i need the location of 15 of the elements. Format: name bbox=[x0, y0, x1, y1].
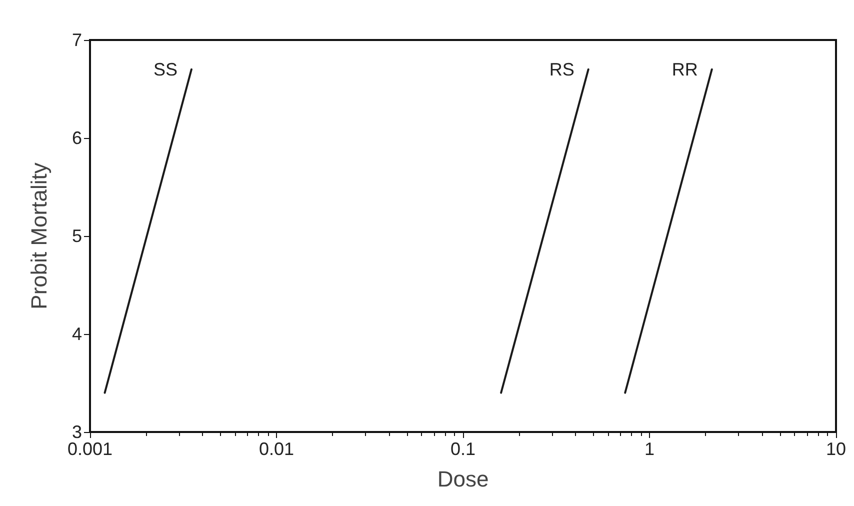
x-tick-label: 0.01 bbox=[258, 439, 294, 459]
y-tick-label: 7 bbox=[72, 30, 82, 50]
x-tick-label: 10 bbox=[826, 439, 846, 459]
x-tick-label: 1 bbox=[644, 439, 655, 459]
y-tick-label: 5 bbox=[72, 226, 82, 246]
y-tick-label: 3 bbox=[72, 422, 82, 442]
y-tick-label: 6 bbox=[72, 128, 82, 148]
x-tick-label: 0.1 bbox=[450, 439, 476, 459]
x-tick-label: 0.001 bbox=[67, 439, 113, 459]
series-label: RR bbox=[672, 59, 698, 80]
series-label: RS bbox=[549, 59, 574, 80]
y-tick-label: 4 bbox=[72, 324, 82, 344]
series-label: SS bbox=[153, 59, 178, 80]
y-axis-title: Probit Mortality bbox=[26, 162, 52, 310]
x-axis-title: Dose bbox=[437, 466, 489, 492]
